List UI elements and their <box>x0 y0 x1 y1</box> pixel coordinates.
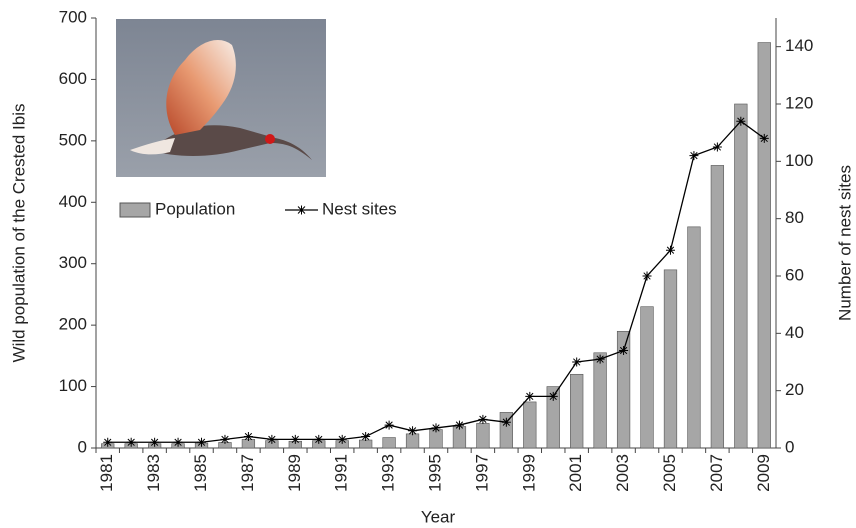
x-tick-label: 2001 <box>566 454 585 492</box>
marker <box>525 392 534 401</box>
legend-label: Population <box>155 199 235 218</box>
marker <box>455 421 464 430</box>
y-axis-title: Wild population of the Crested Ibis <box>9 104 28 363</box>
x-tick-label: 1993 <box>379 454 398 492</box>
y2-tick-label: 60 <box>785 265 804 284</box>
y2-tick-label: 40 <box>785 323 804 342</box>
y2-axis-title: Number of nest sites <box>835 165 854 321</box>
legend-swatch <box>120 203 150 217</box>
y-tick-label: 600 <box>59 69 87 88</box>
bar <box>523 402 536 448</box>
chart: Population Nest sites Year Wild populati… <box>0 0 856 528</box>
legend-label: Nest sites <box>322 199 397 218</box>
y2-tick-label: 140 <box>785 36 813 55</box>
marker <box>619 346 628 355</box>
x-tick-label: 2009 <box>754 454 773 492</box>
x-axis-title: Year <box>421 507 456 526</box>
marker <box>361 432 370 441</box>
x-tick-label: 1991 <box>332 454 351 492</box>
y-tick-label: 300 <box>59 253 87 272</box>
x-tick-label: 1983 <box>144 454 163 492</box>
x-tick-label: 1995 <box>425 454 444 492</box>
y2-tick-label: 80 <box>785 208 804 227</box>
bar <box>664 270 677 448</box>
marker <box>267 435 276 444</box>
y2-tick-label: 20 <box>785 380 804 399</box>
bar <box>734 104 747 448</box>
marker <box>103 438 112 447</box>
bar <box>477 423 490 448</box>
marker <box>502 418 511 427</box>
marker <box>385 421 394 430</box>
x-tick-label: 2003 <box>613 454 632 492</box>
marker <box>338 435 347 444</box>
bar <box>641 307 654 448</box>
marker <box>643 272 652 281</box>
x-tick-label: 1981 <box>97 454 116 492</box>
marker <box>549 392 558 401</box>
y2-tick-label: 120 <box>785 93 813 112</box>
x-tick-label: 1999 <box>519 454 538 492</box>
marker <box>220 435 229 444</box>
marker <box>478 415 487 424</box>
marker <box>291 435 300 444</box>
x-tick-label: 1989 <box>285 454 304 492</box>
bar <box>383 438 396 448</box>
marker <box>244 432 253 441</box>
bar <box>406 434 419 448</box>
marker <box>408 426 417 435</box>
y-tick-label: 500 <box>59 130 87 149</box>
marker <box>150 438 159 447</box>
bar <box>570 374 583 448</box>
x-tick-label: 1987 <box>238 454 257 492</box>
y-tick-label: 400 <box>59 192 87 211</box>
bar <box>758 43 771 448</box>
bar <box>688 227 701 448</box>
y-tick-label: 0 <box>78 437 87 456</box>
marker <box>432 423 441 432</box>
bar <box>711 165 724 448</box>
legend-marker <box>297 206 306 215</box>
marker <box>736 117 745 126</box>
marker <box>666 246 675 255</box>
bar <box>453 427 466 449</box>
bar <box>359 440 372 448</box>
x-tick-label: 1997 <box>472 454 491 492</box>
marker <box>314 435 323 444</box>
marker <box>572 358 581 367</box>
marker <box>174 438 183 447</box>
bird-photo <box>116 19 326 177</box>
legend: Population Nest sites <box>120 199 397 218</box>
bar <box>594 353 607 448</box>
y-tick-label: 100 <box>59 376 87 395</box>
marker <box>596 355 605 364</box>
y2-tick-label: 0 <box>785 437 794 456</box>
x-tick-label: 1985 <box>191 454 210 492</box>
marker <box>713 143 722 152</box>
marker <box>197 438 206 447</box>
y2-tick-label: 100 <box>785 151 813 170</box>
x-tick-label: 2007 <box>707 454 726 492</box>
y-tick-label: 200 <box>59 315 87 334</box>
y-tick-label: 700 <box>59 7 87 26</box>
marker <box>689 151 698 160</box>
x-tick-label: 2005 <box>660 454 679 492</box>
marker <box>127 438 136 447</box>
marker <box>760 134 769 143</box>
